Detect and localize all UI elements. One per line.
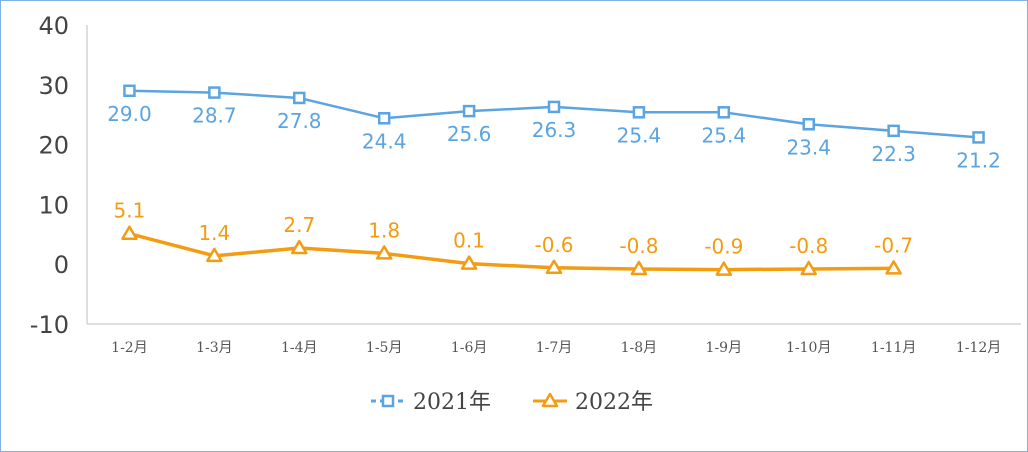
data-label: 25.4	[617, 123, 662, 147]
data-label: 22.3	[871, 142, 916, 166]
x-tick-label: 1-5月	[366, 340, 403, 356]
x-tick-label: 1-4月	[281, 340, 318, 356]
y-tick-label: 10	[38, 191, 69, 219]
series-2: 5.1 1.4 2.7 1.8 0.1 -0.6 -0.8 -0.9 -0.8 -0.7	[114, 199, 913, 276]
x-tick-label: 1-12月	[956, 340, 1001, 356]
x-tick-labels: 1-2月 1-3月 1-4月 1-5月 1-6月 1-7月 1-8月 1-9月 1-10月 1-1…	[111, 340, 1001, 356]
data-label: -0.8	[789, 234, 828, 258]
legend: 2021年 2022年	[371, 390, 653, 415]
data-label: 25.4	[702, 123, 747, 147]
data-label: 27.8	[277, 109, 322, 133]
data-point-marker	[206, 247, 223, 263]
data-label: -0.7	[874, 233, 913, 257]
x-tick-label: 1-7月	[536, 340, 573, 356]
data-label: 0.1	[453, 229, 485, 253]
data-point-marker	[802, 118, 815, 131]
data-label: 26.3	[532, 118, 577, 142]
y-tick-label: 0	[54, 251, 69, 279]
data-point-marker	[800, 260, 817, 276]
y-tick-labels: 40 30 20 10 0 -10	[30, 12, 69, 339]
data-point-marker	[293, 91, 306, 105]
data-label: 21.2	[956, 148, 1001, 172]
data-point-marker	[887, 124, 900, 138]
data-label: -0.8	[619, 234, 658, 258]
data-label: -0.6	[534, 233, 573, 257]
legend-swatch-marker	[381, 394, 395, 408]
x-tick-label: 1-11月	[871, 340, 916, 356]
x-tick-label: 1-8月	[621, 340, 658, 356]
data-point-marker	[377, 112, 391, 125]
x-tick-label: 1-2月	[111, 340, 148, 356]
y-tick-label: 40	[38, 12, 69, 40]
legend-item-2: 2022年	[533, 390, 653, 415]
data-point-marker	[291, 239, 308, 255]
data-point-marker	[123, 84, 136, 98]
series-1: 29.0 28.7 27.8 24.4 25.6 26.3 25.4 25.4 23.4 22.3…	[107, 84, 1001, 172]
data-point-marker	[717, 106, 731, 119]
data-point-marker	[460, 255, 478, 270]
data-label: 28.7	[192, 104, 237, 128]
data-label: 1.4	[198, 221, 230, 245]
legend-swatch-marker	[541, 392, 559, 408]
x-tick-label: 1-10月	[786, 340, 831, 356]
data-point-marker	[545, 259, 563, 275]
data-point-marker	[121, 225, 138, 240]
data-point-marker	[547, 100, 561, 114]
y-tick-label: 20	[38, 132, 69, 160]
data-point-marker	[972, 131, 985, 144]
data-point-marker	[885, 260, 902, 275]
data-point-marker	[375, 245, 393, 260]
x-tick-label: 1-9月	[706, 340, 743, 356]
y-tick-label: -10	[30, 311, 69, 339]
data-label: 23.4	[786, 135, 831, 159]
data-point-marker	[208, 86, 221, 99]
legend-label: 2022年	[575, 390, 653, 415]
data-point-marker	[632, 106, 646, 119]
data-point-marker	[462, 104, 476, 118]
data-label: -0.9	[704, 235, 743, 259]
data-label: 1.8	[368, 218, 400, 242]
data-label: 24.4	[362, 129, 407, 153]
legend-item-1: 2021年	[371, 390, 491, 415]
y-tick-label: 30	[38, 72, 69, 100]
data-label: 29.0	[107, 102, 152, 126]
legend-label: 2021年	[413, 390, 491, 415]
data-label: 25.6	[447, 122, 492, 146]
series-layer: 29.0 28.7 27.8 24.4 25.6 26.3 25.4 25.4 23.4 22.3…	[107, 84, 1001, 276]
data-point-marker	[715, 261, 733, 276]
data-point-marker	[630, 260, 648, 276]
series-line	[129, 232, 894, 272]
x-tick-label: 1-3月	[196, 340, 233, 356]
data-label: 2.7	[283, 213, 315, 237]
x-tick-label: 1-6月	[451, 340, 488, 356]
data-label: 5.1	[114, 199, 146, 223]
